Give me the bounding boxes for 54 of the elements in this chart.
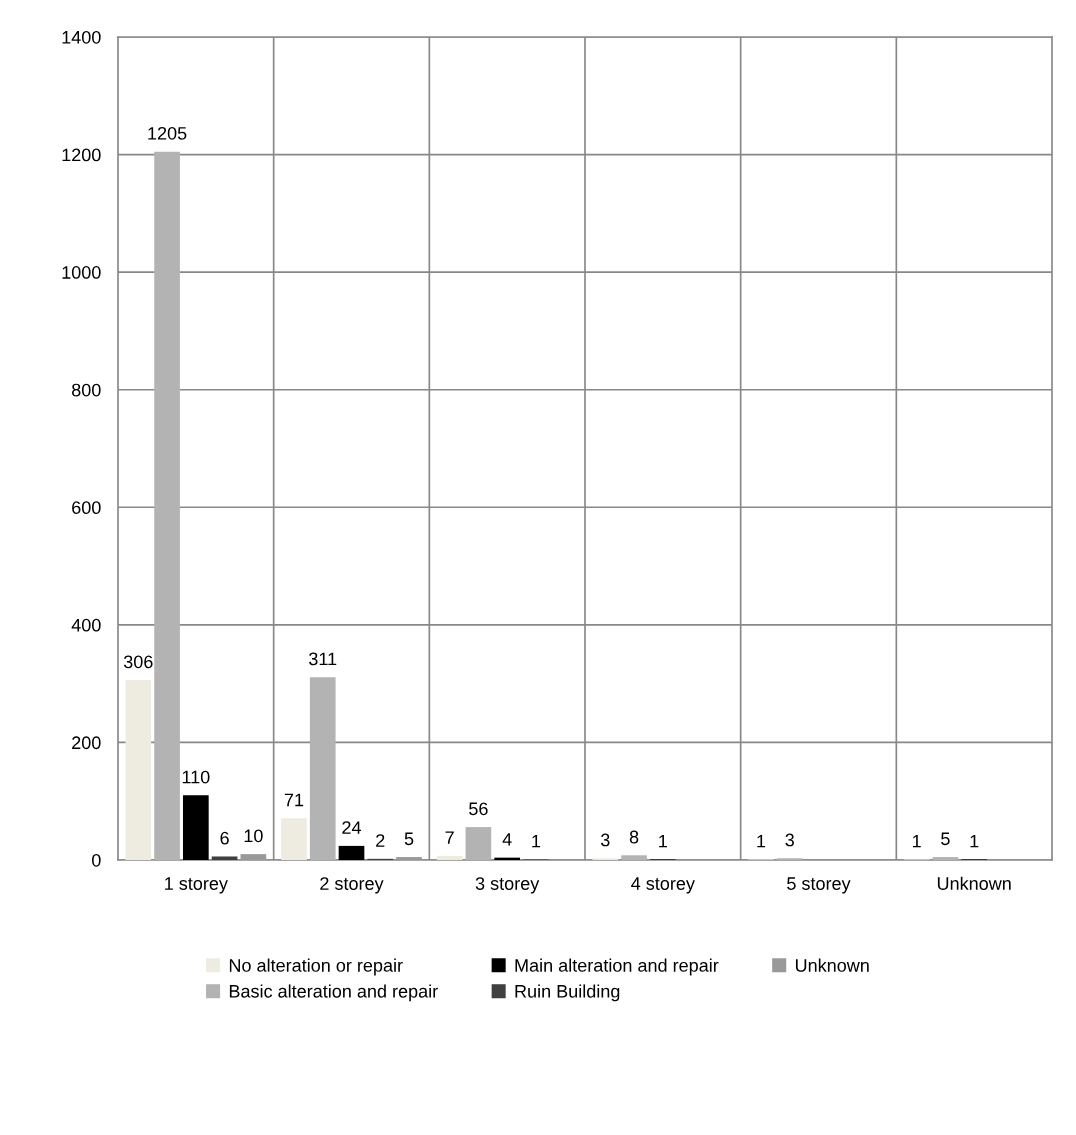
bar xyxy=(281,818,307,860)
data-label: 10 xyxy=(244,829,263,843)
data-label: 6 xyxy=(220,831,229,845)
bar xyxy=(182,795,209,860)
y-tick-label: 1400 xyxy=(62,30,101,44)
x-tick-label: Unknown xyxy=(937,876,1011,890)
y-tick-label: 1000 xyxy=(62,266,101,279)
data-label: 3 xyxy=(600,833,610,847)
data-label: 1 xyxy=(757,834,766,848)
data-label: 24 xyxy=(342,821,362,834)
legend-label: Main alteration and repair xyxy=(515,958,719,976)
data-label: 5 xyxy=(941,832,950,846)
bar xyxy=(396,857,422,860)
data-label: 3 xyxy=(785,833,794,847)
y-tick-label: 0 xyxy=(92,853,101,867)
data-label: 5 xyxy=(404,832,414,846)
data-label: 1 xyxy=(532,834,541,848)
bar xyxy=(211,856,238,860)
bar xyxy=(465,827,492,860)
y-tick-label: 400 xyxy=(71,618,101,632)
x-tick-label: 3 storey xyxy=(475,877,540,894)
bar xyxy=(240,854,267,860)
legend-label: Unknown xyxy=(795,958,869,972)
data-label: 1 xyxy=(659,834,667,848)
bar xyxy=(932,857,959,860)
bar xyxy=(338,845,365,860)
data-label: 8 xyxy=(629,830,639,844)
y-tick-label: 200 xyxy=(72,736,101,750)
x-tick-label: 5 storey xyxy=(787,877,851,894)
y-tick-label: 800 xyxy=(72,383,101,397)
data-label: 306 xyxy=(123,655,153,669)
legend-label: No alteration or repair xyxy=(229,958,403,976)
legend-label: Basic alteration and repair xyxy=(229,984,438,1002)
data-label: 110 xyxy=(182,770,210,784)
data-label: 1205 xyxy=(148,126,187,140)
x-tick-label: 2 storey xyxy=(320,877,384,894)
data-label: 2 xyxy=(376,834,385,847)
bar xyxy=(436,855,463,860)
x-tick-label: 4 storey xyxy=(631,877,695,894)
y-tick-label: 600 xyxy=(72,501,101,515)
data-label: 71 xyxy=(284,793,304,807)
data-label: 311 xyxy=(309,652,337,666)
bar xyxy=(621,855,647,860)
legend-label: Ruin Building xyxy=(515,984,620,1002)
bar xyxy=(154,151,180,860)
bar xyxy=(125,680,152,860)
data-label: 7 xyxy=(445,831,454,844)
x-tick-label: 1 storey xyxy=(165,877,228,894)
data-label: 56 xyxy=(469,802,488,816)
data-label: 1 xyxy=(912,834,921,848)
data-label: 4 xyxy=(502,833,512,846)
y-tick-label: 1200 xyxy=(62,148,101,162)
bar xyxy=(309,677,336,860)
data-label: 1 xyxy=(970,834,979,848)
